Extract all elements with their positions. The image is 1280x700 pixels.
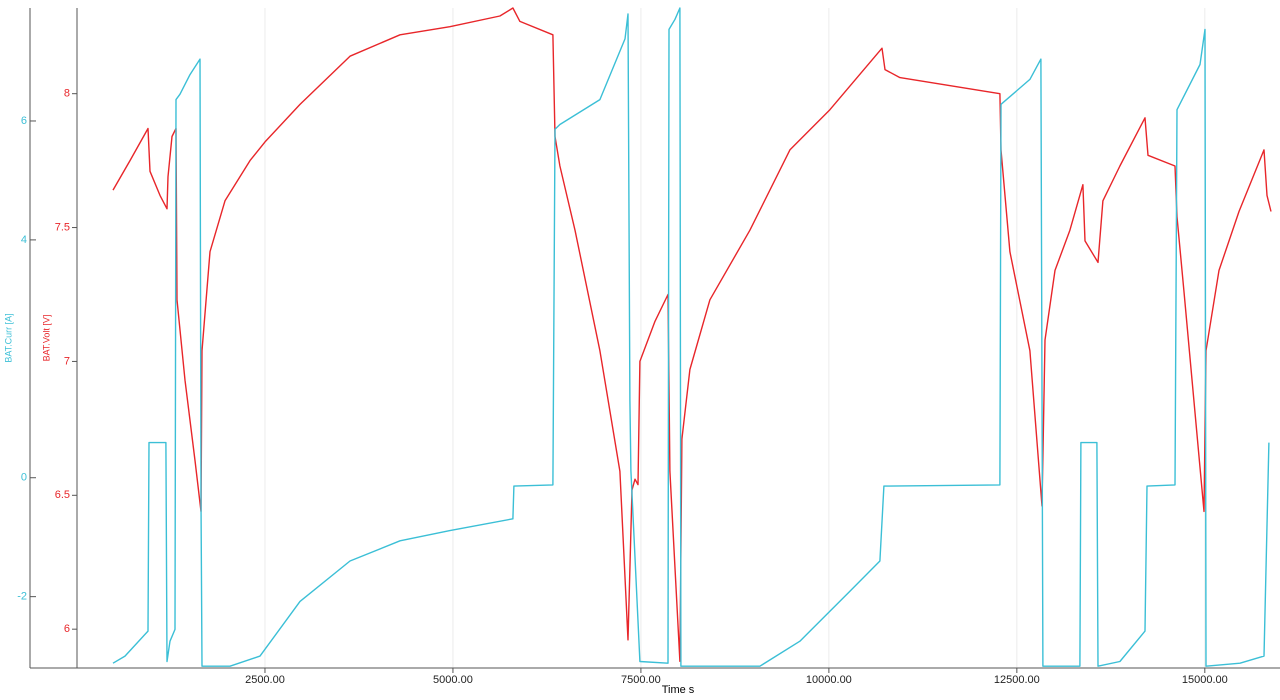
y2-tick-label: 6.5 xyxy=(55,489,70,501)
x-tick-label: 15000.00 xyxy=(1182,674,1228,686)
x-tick-label: 5000.00 xyxy=(433,674,473,686)
y2-tick-label: 7 xyxy=(64,355,70,367)
series-line xyxy=(112,7,1270,667)
y-tick-label: 4 xyxy=(21,234,27,246)
y2-tick-label: 8 xyxy=(64,88,70,100)
x-tick-label: 7500.00 xyxy=(621,674,661,686)
y-tick-label: 6 xyxy=(21,115,27,127)
y-tick-label: 0 xyxy=(21,472,27,484)
y2-axis-label: BAT.Volt [V] xyxy=(41,315,51,362)
y2-tick-label: 6 xyxy=(64,623,70,635)
y2-tick-label: 7.5 xyxy=(55,221,70,233)
x-tick-label: 2500.00 xyxy=(245,674,285,686)
x-tick-label: 12500.00 xyxy=(994,674,1040,686)
x-tick-label: 10000.00 xyxy=(806,674,852,686)
x-axis-label: Time s xyxy=(662,684,695,696)
y-axis-label: BAT.Curr [A] xyxy=(3,313,13,362)
y-tick-label: -2 xyxy=(17,591,27,603)
